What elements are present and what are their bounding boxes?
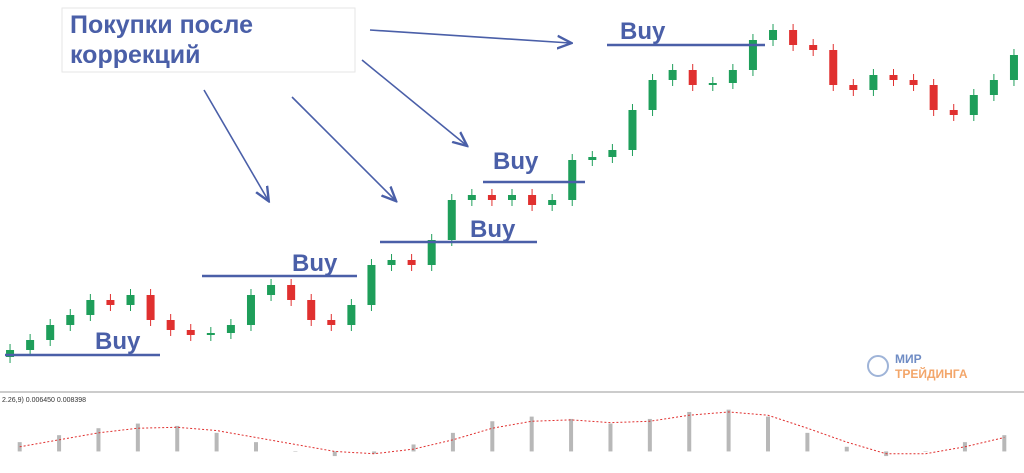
buy-label: Buy: [95, 328, 141, 355]
candle-body: [568, 160, 577, 200]
candle-body: [508, 195, 516, 200]
candle-body: [86, 300, 95, 315]
candle-body: [889, 75, 898, 80]
histogram-bar: [569, 418, 574, 452]
candle-body: [829, 50, 838, 85]
candle-body: [427, 240, 436, 265]
histogram-bar: [1002, 435, 1007, 452]
histogram-bar: [96, 428, 101, 452]
candle-body: [809, 45, 818, 50]
buy-label: Buy: [620, 18, 666, 45]
logo-line2: ТРЕЙДИНГА: [895, 366, 968, 381]
indicator-label: 2.26,9) 0.006450 0.008398: [2, 397, 86, 404]
candle-body: [447, 200, 456, 240]
candle-body: [287, 285, 296, 300]
candle-body: [789, 30, 798, 45]
candle-body: [367, 265, 376, 305]
candle-body: [728, 70, 737, 83]
candle-body: [769, 30, 778, 40]
candle-body: [26, 340, 35, 350]
candle-body: [387, 260, 396, 265]
candle-body: [267, 285, 276, 295]
candle-body: [869, 75, 878, 90]
histogram-bar: [687, 411, 692, 452]
candle-body: [909, 80, 918, 85]
buy-label: Buy: [470, 216, 516, 243]
candle-body: [6, 350, 15, 357]
histogram-bar: [332, 451, 337, 457]
candle-body: [628, 110, 637, 150]
candle-body: [206, 333, 215, 335]
candle-body: [528, 195, 537, 205]
candle-body: [246, 295, 255, 325]
candle-body: [1009, 55, 1018, 80]
logo-line1: МИР: [895, 352, 922, 366]
histogram-bar: [923, 451, 928, 452]
candle-body: [688, 70, 697, 85]
histogram-bar: [647, 418, 652, 452]
histogram-bar: [450, 432, 455, 452]
candle-body: [969, 95, 978, 115]
candle-body: [66, 315, 75, 325]
candle-body: [186, 330, 195, 335]
candle-body: [106, 300, 115, 305]
candle-body: [347, 305, 356, 325]
candle-body: [708, 83, 717, 85]
candle-body: [126, 295, 135, 305]
oscillator: [17, 409, 1007, 457]
histogram-bar: [766, 416, 770, 452]
candle-body: [146, 295, 155, 320]
histogram-bar: [411, 444, 416, 452]
buy-label: Buy: [493, 148, 539, 175]
buy-label: Buy: [292, 250, 338, 277]
candle-body: [648, 80, 657, 110]
candle-body: [608, 150, 617, 157]
arrows: [203, 29, 570, 200]
title-box: [61, 7, 356, 73]
histogram-bar: [214, 432, 219, 452]
histogram-bar: [175, 425, 180, 452]
histogram-bar: [608, 423, 613, 452]
candle-body: [929, 85, 938, 110]
histogram-bar: [135, 423, 140, 452]
histogram-bar: [805, 432, 810, 452]
logo: МИР ТРЕЙДИНГА: [867, 352, 968, 381]
candle-body: [46, 325, 55, 340]
candle-body: [327, 320, 336, 325]
candle-body: [748, 40, 757, 70]
candle-body: [949, 110, 958, 115]
candle-body: [226, 325, 235, 333]
candle-body: [849, 85, 858, 90]
candle-body: [166, 320, 175, 330]
title: Покупки после коррекций: [70, 11, 253, 69]
histogram-bar: [490, 421, 495, 452]
histogram-bar: [372, 451, 377, 454]
candle-body: [487, 195, 496, 200]
candle-body: [467, 195, 476, 200]
candle-body: [548, 200, 557, 205]
candle-body: [989, 80, 998, 95]
candle-body: [668, 70, 677, 80]
candle-body: [307, 300, 316, 320]
histogram-bar: [844, 446, 849, 452]
histogram-bar: [726, 409, 731, 452]
histogram-bar: [293, 451, 298, 452]
histogram-bar: [254, 442, 258, 452]
histogram-bar: [529, 416, 534, 452]
signal-line: [19, 411, 1005, 455]
candle-body: [588, 157, 597, 160]
buy-annotations: Buy Buy Buy Buy Buy: [5, 18, 765, 357]
histogram-bar: [57, 435, 62, 452]
candle-body: [407, 260, 416, 265]
candles: [6, 24, 1018, 363]
